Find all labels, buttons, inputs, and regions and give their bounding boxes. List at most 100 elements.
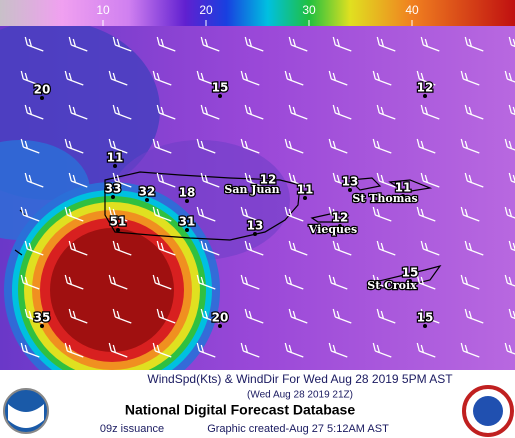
wind-barb bbox=[108, 70, 128, 86]
station-dot bbox=[423, 324, 427, 328]
wind-barb bbox=[376, 308, 396, 324]
wind-barb bbox=[68, 308, 88, 324]
wind-barb bbox=[328, 342, 348, 358]
wind-barb bbox=[464, 172, 484, 188]
wind-barb bbox=[20, 206, 40, 222]
wind-barb bbox=[24, 36, 44, 52]
wind-barb bbox=[196, 274, 216, 290]
wind-barb bbox=[504, 274, 515, 287]
wind-barb bbox=[20, 138, 40, 154]
station-dot bbox=[401, 194, 405, 198]
wind-barb bbox=[332, 36, 352, 52]
wind-barb bbox=[460, 70, 480, 86]
wind-barb bbox=[420, 104, 440, 120]
wind-barb bbox=[244, 172, 264, 188]
map-area: 20 15 12 11 12 11 13 11 33 32 18 51 31 13 12 15 35 20 15 Sa… bbox=[0, 26, 515, 370]
wind-barb bbox=[112, 308, 132, 324]
color-scale bbox=[0, 0, 515, 26]
wind-barb bbox=[376, 36, 396, 52]
wind-speed-label: 15 bbox=[402, 266, 419, 280]
scale-label: 20 bbox=[199, 3, 213, 17]
wind-barb bbox=[64, 206, 84, 222]
wind-barb bbox=[328, 206, 348, 222]
wind-barb bbox=[332, 172, 352, 188]
wind-barb bbox=[64, 342, 84, 358]
wind-speed-label: 33 bbox=[105, 182, 122, 196]
wind-barb bbox=[112, 240, 132, 256]
wind-barb bbox=[200, 36, 220, 52]
station-dot bbox=[338, 224, 342, 228]
wind-barb bbox=[200, 240, 220, 256]
footer-title: WindSpd(Kts) & WindDir For Wed Aug 28 20… bbox=[147, 372, 453, 386]
coastlines bbox=[14, 171, 442, 289]
wind-barb bbox=[20, 342, 40, 358]
wind-speed-label: 11 bbox=[297, 183, 314, 197]
place-label: Vieques bbox=[308, 223, 357, 236]
wind-barb bbox=[376, 104, 396, 120]
wind-barb bbox=[196, 138, 216, 154]
scale-label: 40 bbox=[405, 3, 419, 17]
wind-barb bbox=[420, 36, 440, 52]
wind-barb bbox=[372, 70, 392, 86]
wind-barb bbox=[416, 206, 436, 222]
wind-speed-label: 12 bbox=[260, 173, 277, 187]
wind-barb bbox=[460, 274, 480, 290]
wind-barb bbox=[68, 172, 88, 188]
wind-speed-label: 12 bbox=[417, 81, 434, 95]
wind-barb bbox=[240, 342, 260, 358]
wind-barb bbox=[108, 138, 128, 154]
wind-barb bbox=[372, 138, 392, 154]
wind-barb bbox=[112, 172, 132, 188]
wind-barb bbox=[240, 70, 260, 86]
wind-barb bbox=[460, 138, 480, 154]
wind-barb bbox=[240, 138, 260, 154]
place-label: St Thomas bbox=[352, 192, 417, 205]
wind-barb bbox=[244, 104, 264, 120]
wind-barb bbox=[504, 70, 515, 83]
station-dot bbox=[40, 96, 44, 100]
wind-barb bbox=[152, 206, 172, 222]
wind-barb bbox=[24, 104, 44, 120]
wind-barb bbox=[244, 240, 264, 256]
wind-barb bbox=[156, 104, 176, 120]
wind-barb bbox=[24, 308, 44, 324]
wind-barb bbox=[68, 240, 88, 256]
wind-barb bbox=[20, 70, 40, 86]
wind-barb bbox=[152, 70, 172, 86]
wind-barb bbox=[416, 274, 436, 290]
wind-barb bbox=[108, 206, 128, 222]
wind-barb bbox=[376, 240, 396, 256]
wind-barb bbox=[244, 308, 264, 324]
wind-barb bbox=[196, 206, 216, 222]
station-dot bbox=[116, 228, 120, 232]
wind-barb bbox=[156, 172, 176, 188]
wind-barb bbox=[504, 206, 515, 219]
wind-barb bbox=[332, 240, 352, 256]
wind-barb bbox=[288, 172, 308, 188]
wind-barb bbox=[288, 104, 308, 120]
scale-label: 30 bbox=[302, 3, 316, 17]
wind-barb bbox=[156, 36, 176, 52]
wind-barb bbox=[68, 36, 88, 52]
station-dot bbox=[253, 232, 257, 236]
wind-barb bbox=[112, 36, 132, 52]
wind-barb bbox=[196, 342, 216, 358]
wind-speed-label: 35 bbox=[34, 311, 51, 325]
wind-barb bbox=[152, 342, 172, 358]
wind-barb bbox=[460, 206, 480, 222]
wind-barb bbox=[284, 342, 304, 358]
wind-barb bbox=[200, 104, 220, 120]
wind-speed-label: 20 bbox=[212, 311, 229, 325]
wind-speed-label: 15 bbox=[417, 311, 434, 325]
station-dot bbox=[113, 164, 117, 168]
wind-speed-label: 20 bbox=[34, 83, 51, 97]
wind-barb bbox=[372, 274, 392, 290]
wind-barb bbox=[20, 274, 40, 290]
wind-speed-label: 13 bbox=[342, 175, 359, 189]
footer-created: Graphic created-Aug 27 5:12AM AST bbox=[207, 423, 389, 435]
wind-barb bbox=[328, 274, 348, 290]
wind-barb bbox=[284, 206, 304, 222]
wind-barb bbox=[372, 342, 392, 358]
wind-barb bbox=[376, 172, 396, 188]
